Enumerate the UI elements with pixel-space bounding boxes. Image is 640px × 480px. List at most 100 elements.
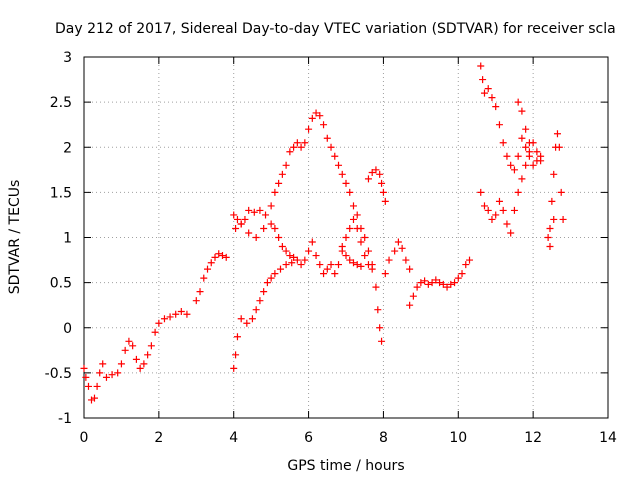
series-track-l (514, 98, 533, 147)
series-track-m (544, 130, 567, 251)
data-point (417, 279, 425, 287)
data-point (327, 261, 335, 269)
data-point (376, 170, 384, 178)
data-point (327, 143, 335, 151)
data-point (349, 202, 357, 210)
data-point (192, 297, 200, 305)
data-point (305, 125, 313, 133)
data-point (353, 224, 361, 232)
data-point (282, 161, 290, 169)
data-point (320, 121, 328, 129)
data-point (320, 270, 328, 278)
data-point (316, 261, 324, 269)
x-tick-label: 14 (599, 430, 617, 446)
series-track-e (232, 220, 298, 261)
data-point (232, 224, 240, 232)
data-point (492, 103, 500, 111)
data-point (308, 238, 316, 246)
data-point (256, 297, 264, 305)
data-point (102, 373, 110, 381)
data-point (262, 211, 270, 219)
data-point (368, 265, 376, 273)
data-point (312, 252, 320, 260)
data-point (546, 224, 554, 232)
data-point (533, 148, 541, 156)
data-point (559, 215, 567, 223)
data-point (436, 279, 444, 287)
data-point (250, 208, 258, 216)
data-point (466, 256, 474, 264)
data-point (361, 234, 369, 241)
y-tick-label: 2.5 (50, 95, 72, 111)
data-point (385, 256, 393, 264)
data-point (166, 313, 174, 321)
data-point (439, 280, 447, 288)
data-point (290, 253, 298, 261)
data-point (374, 306, 382, 314)
data-point (267, 202, 275, 210)
data-point (381, 197, 389, 205)
data-point (447, 280, 455, 288)
data-point (492, 211, 500, 219)
y-tick-label: 3 (63, 50, 72, 66)
data-point (172, 310, 180, 318)
data-point (406, 265, 414, 273)
data-point (316, 112, 324, 120)
data-point (248, 315, 256, 323)
data-point (349, 215, 357, 223)
data-point (557, 188, 565, 196)
data-point (462, 261, 470, 269)
data-point (394, 238, 402, 246)
data-point (125, 337, 133, 345)
data-point (428, 279, 436, 287)
y-tick-label: 0.5 (50, 276, 72, 292)
data-point (378, 179, 386, 187)
data-point (241, 215, 249, 223)
data-point (144, 351, 152, 359)
data-point (132, 355, 140, 363)
data-point (529, 161, 537, 169)
data-point (406, 301, 414, 309)
data-point (293, 256, 301, 264)
data-point (84, 382, 92, 390)
y-tick-label: -1 (58, 411, 72, 427)
data-point (480, 89, 488, 97)
data-point (282, 261, 290, 269)
y-tick-label: 0 (63, 321, 72, 337)
chart-title: Day 212 of 2017, Sidereal Day-to-day VTE… (55, 21, 616, 37)
data-point (346, 188, 354, 196)
data-point (177, 308, 185, 316)
data-point (282, 247, 290, 255)
series-track-h (381, 238, 414, 278)
data-point (555, 143, 563, 151)
data-point (99, 360, 107, 368)
data-point (301, 256, 309, 264)
plot-frame (83, 56, 609, 419)
data-point (96, 369, 104, 377)
data-point (488, 215, 496, 223)
data-point (271, 270, 279, 278)
data-point (230, 364, 238, 372)
x-tick-label: 2 (154, 430, 163, 446)
data-point (82, 373, 90, 381)
data-point (458, 270, 466, 278)
data-point (381, 270, 389, 278)
data-point (413, 283, 421, 291)
data-point (421, 277, 429, 285)
data-point (293, 139, 301, 147)
data-point (477, 62, 485, 70)
series-track-j (477, 62, 545, 174)
data-point (338, 247, 346, 255)
data-point (275, 234, 283, 241)
data-point (451, 279, 459, 287)
x-tick-label: 6 (304, 430, 313, 446)
data-point (378, 337, 386, 345)
data-point (454, 274, 462, 282)
data-point (271, 224, 279, 232)
data-point (204, 265, 212, 273)
data-point (230, 211, 238, 219)
data-point (518, 134, 526, 142)
data-point (398, 244, 406, 252)
data-point (312, 109, 320, 117)
